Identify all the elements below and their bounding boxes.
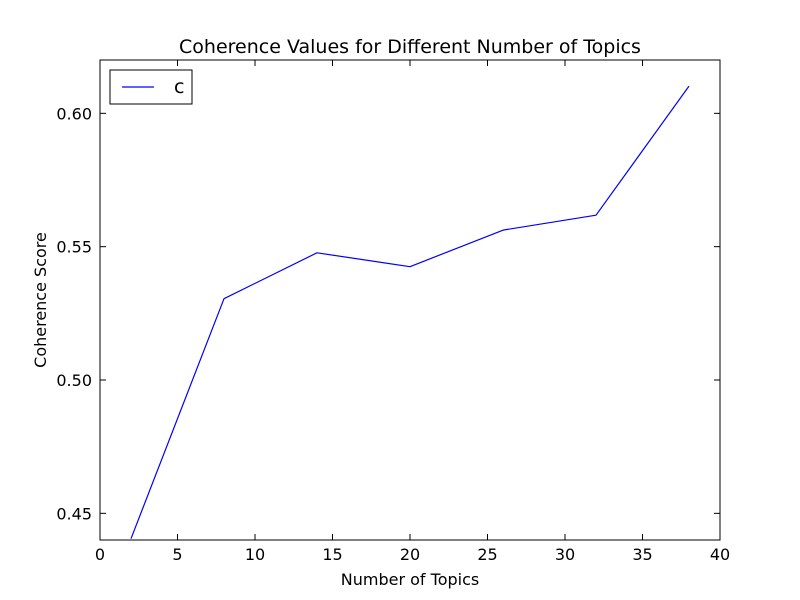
plot-area <box>100 60 720 540</box>
x-tick-label: 10 <box>245 545 265 564</box>
x-tick-label: 0 <box>95 545 105 564</box>
y-tick-label: 0.55 <box>56 238 92 257</box>
series-line-c <box>130 85 690 539</box>
x-axis-ticks: 0 5 10 15 20 25 30 35 40 <box>95 60 730 564</box>
x-axis-label: Number of Topics <box>341 570 479 589</box>
y-tick-label: 0.45 <box>56 504 92 523</box>
x-tick-label: 25 <box>477 545 497 564</box>
series-layer <box>130 85 690 539</box>
y-axis-ticks: 0.45 0.50 0.55 0.60 <box>56 104 720 523</box>
chart-title: Coherence Values for Different Number of… <box>179 36 641 58</box>
legend: c <box>109 69 193 105</box>
x-tick-label: 20 <box>400 545 420 564</box>
plot-background <box>100 60 720 540</box>
y-tick-label: 0.50 <box>56 371 92 390</box>
x-tick-label: 40 <box>710 545 730 564</box>
x-tick-label: 5 <box>172 545 182 564</box>
x-tick-label: 35 <box>632 545 652 564</box>
y-axis-label: Coherence Score <box>31 232 50 368</box>
y-tick-label: 0.60 <box>56 104 92 123</box>
x-tick-label: 30 <box>555 545 575 564</box>
x-tick-label: 15 <box>322 545 342 564</box>
legend-label: c <box>174 76 184 98</box>
